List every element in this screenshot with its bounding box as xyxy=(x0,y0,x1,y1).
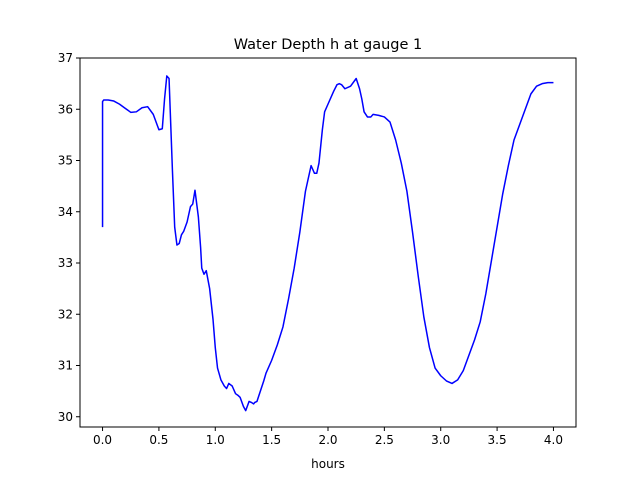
x-tick-label: 0.5 xyxy=(149,433,168,447)
plot-frame xyxy=(79,57,577,428)
y-tick-label: 30 xyxy=(58,410,73,424)
x-tick-label: 1.0 xyxy=(206,433,225,447)
x-tick-label: 0.0 xyxy=(93,433,112,447)
series-line xyxy=(101,75,554,412)
y-tick-label: 34 xyxy=(58,205,73,219)
x-tick-label: 2.0 xyxy=(318,433,337,447)
x-tick-label: 4.0 xyxy=(544,433,563,447)
y-tick-label: 33 xyxy=(58,256,73,270)
y-tick-label: 36 xyxy=(58,102,73,116)
x-tick-label: 3.0 xyxy=(431,433,450,447)
x-axis-ticks: 0.0 0.5 1.0 1.5 2.0 2.5 3.0 3.5 4.0 xyxy=(93,427,563,447)
x-tick-label: 2.5 xyxy=(375,433,394,447)
x-axis-label: hours xyxy=(311,457,345,471)
x-tick-label: 3.5 xyxy=(488,433,507,447)
y-tick-label: 35 xyxy=(58,154,73,168)
y-axis-ticks: 30 31 32 33 34 35 36 37 xyxy=(58,51,80,424)
chart-title: Water Depth h at gauge 1 xyxy=(234,37,422,53)
y-tick-label: 32 xyxy=(58,307,73,321)
y-tick-label: 37 xyxy=(58,51,73,65)
y-tick-label: 31 xyxy=(58,359,73,373)
x-tick-label: 1.5 xyxy=(262,433,281,447)
plot-lines xyxy=(101,75,554,412)
